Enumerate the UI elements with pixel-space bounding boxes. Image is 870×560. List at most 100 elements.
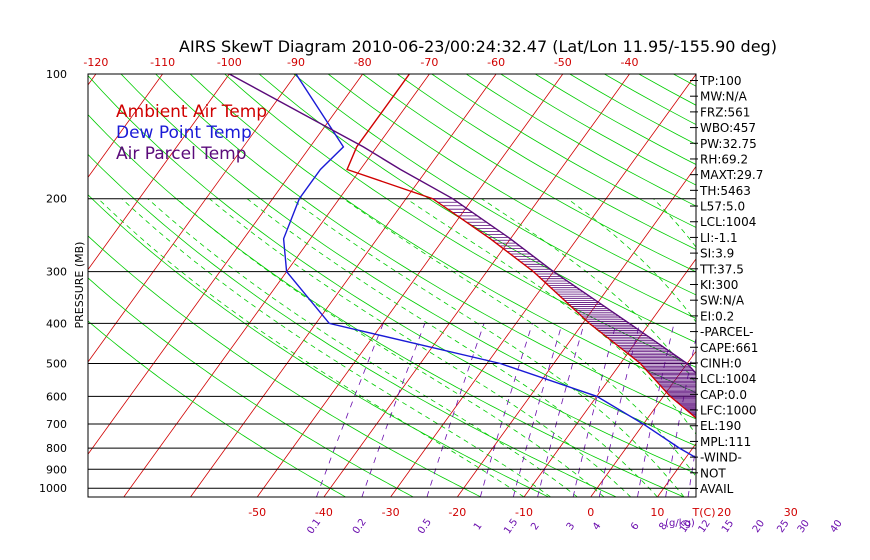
bottom-temp-tick-label: -30 [382,506,400,519]
plot-frame [87,73,697,498]
pressure-tick-label: 500 [46,358,67,371]
mixing-ratio-tick-label: 0.2 [351,517,369,536]
legend-item: Air Parcel Temp [116,144,247,164]
panel-item: NOT [700,466,726,480]
mixing-ratio-tick-label: 20 [751,518,767,535]
moist-adiabat-line [176,198,605,497]
dry-adiabat-line [88,235,482,497]
mixing-ratio-line [479,323,533,497]
isotherm-line [323,74,630,497]
top-temp-tick-label: -110 [150,56,175,69]
isotherm-line [190,74,497,497]
isotherm-line [123,74,430,497]
parcel-temp-curve [228,74,696,375]
moist-adiabat-line [97,198,525,497]
dry-adiabat-line [88,153,617,497]
panel-item: MW:N/A [700,90,748,104]
pressure-tick-label: 700 [46,418,67,431]
mixing-ratio-tick-label: 30 [796,518,812,535]
ambient-temp-curve [346,74,696,419]
isotherm-line [88,74,297,363]
mixing-ratio-line [537,323,585,497]
dry-adiabat-line [327,74,696,296]
chart-title: AIRS SkewT Diagram 2010-06-23/00:24:32.4… [179,37,777,56]
dry-adiabat-line [293,74,696,319]
panel-item: EI:0.2 [700,309,734,323]
panel-item: TT:37.5 [699,262,744,276]
moist-adiabat-line [246,198,658,497]
top-temp-tick-label: -40 [621,56,639,69]
mixing-ratio-line [512,323,563,497]
isotherm-line [88,74,163,178]
dry-adiabat-line [258,74,696,343]
mixing-ratio-tick-label: 25 [775,518,791,535]
mixing-ratio-line [839,323,854,497]
mixing-ratio-tick-label: 0.5 [416,517,434,536]
mixing-ratio-tick-label: 40 [828,518,844,535]
bottom-temp-tick-label: 20 [717,506,731,519]
bottom-temp-tick-label: -10 [515,506,533,519]
dry-adiabat-line [155,74,696,420]
panel-item: LI:-1.1 [700,231,738,245]
isotherm-line [791,74,870,497]
dry-adiabat-line [362,74,696,273]
legend-item: Dew Point Temp [116,123,252,143]
isotherm-line [88,74,364,455]
mixing-ratio-line [361,323,426,497]
mixing-ratio-line [761,323,784,497]
isotherm-line [456,165,696,497]
panel-item: MPL:111 [700,435,751,449]
pressure-tick-label: 900 [46,463,67,476]
bottom-temp-tick-label: -40 [315,506,333,519]
mixing-ratio-tick-label: 1 [472,521,485,533]
top-temp-tick-label: -70 [420,56,438,69]
panel-item: TP:100 [699,74,742,88]
isobar-lines [88,198,696,489]
panel-item: LCL:1004 [700,215,756,229]
isotherm-line [88,74,230,271]
bottom-temp-tick-label: 0 [587,506,594,519]
panel-item: CINH:0 [700,356,742,370]
moist-adiabat-line [121,198,551,497]
panel-item: FRZ:561 [700,105,750,119]
top-temp-tick-label: -60 [487,56,505,69]
mixing-ratio-tick-label: 15 [720,518,736,535]
moist-adiabat-line [209,198,631,497]
panel-item: CAPE:661 [700,341,758,355]
pressure-tick-label: 400 [46,317,67,330]
isotherm-line [390,74,696,497]
background-lines [88,74,870,497]
dry-adiabat-line [431,74,696,228]
moist-adiabat-line [290,198,685,497]
temp-unit-label: T(C) [692,506,716,519]
isotherm-line [256,74,564,497]
dry-adiabat-line [88,277,414,497]
mixing-ratio-line [786,323,807,497]
dry-adiabat-line [396,74,696,250]
dry-adiabat-line [88,320,346,497]
profile-curves [228,74,696,459]
panel-item: AVAIL [700,482,734,496]
top-temp-tick-label: -80 [354,56,372,69]
top-temp-tick-label: -100 [217,56,242,69]
mixing-ratio-tick-label: 6 [629,521,642,533]
mixing-ratio-unit-label: (g/kg) [665,518,695,529]
moist-adiabat-line [343,198,696,478]
mixing-ratio-line [572,323,617,497]
dry-adiabat-line [88,114,685,497]
dry-adiabat-line [88,194,549,497]
panel-item: -WIND- [700,451,742,465]
panel-item: WBO:457 [700,121,756,135]
dry-adiabat-line [224,74,696,368]
panel-item: RH:69.2 [700,152,748,166]
mixing-ratio-line [598,323,641,497]
pressure-tick-label: 1000 [39,482,67,495]
panel-item: -PARCEL- [700,325,754,339]
bottom-temp-tick-label: -50 [248,506,266,519]
dewpoint-curve [282,74,696,459]
bottom-temp-tick-label: 10 [650,506,664,519]
pressure-tick-label: 800 [46,442,67,455]
